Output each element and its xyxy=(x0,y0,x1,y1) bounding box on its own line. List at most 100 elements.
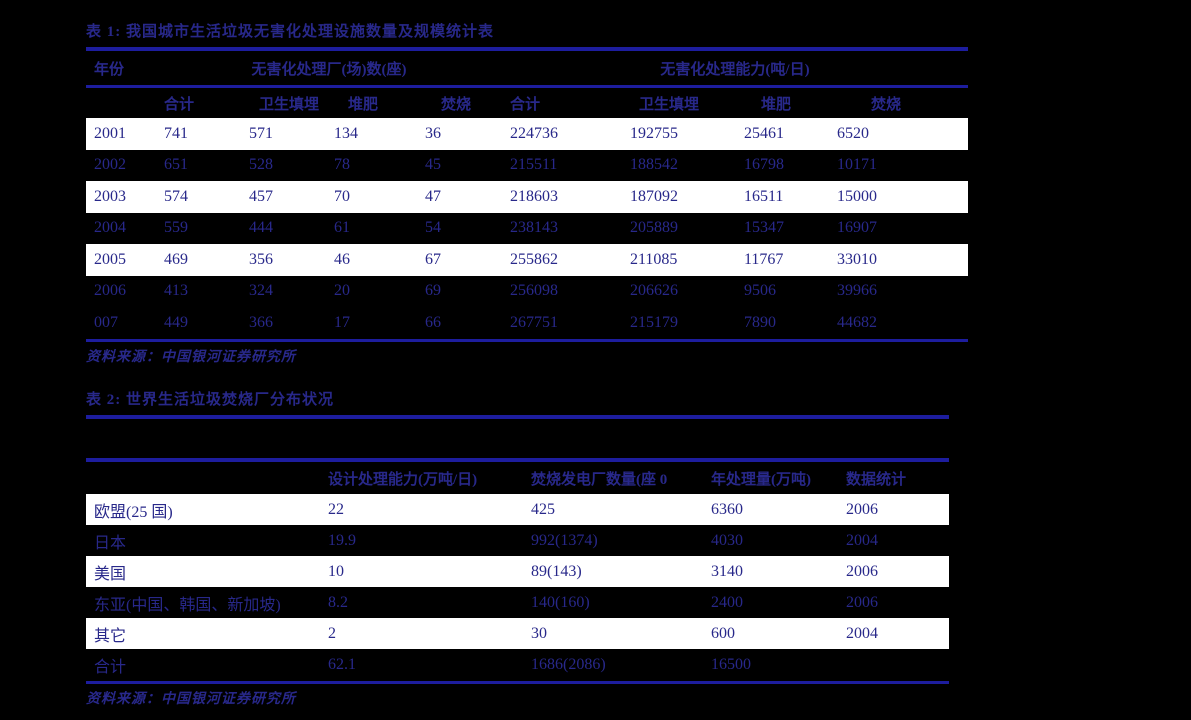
cell-total-count: 741 xyxy=(164,124,188,142)
cell-design-capacity: 10 xyxy=(328,562,344,580)
cell-compost-count: 134 xyxy=(334,124,358,142)
cell-compost-capacity: 25461 xyxy=(744,124,784,142)
cell-plant-count: 89(143) xyxy=(531,562,582,580)
cell-plant-count: 425 xyxy=(531,500,555,518)
cell-total-capacity: 238143 xyxy=(510,219,558,237)
cell-plant-count: 1686(2086) xyxy=(531,656,606,673)
cell-data-year: 2006 xyxy=(846,562,878,580)
cell-incineration-capacity: 10171 xyxy=(837,156,877,174)
cell-incineration-capacity: 16907 xyxy=(837,219,877,237)
cell-compost-count: 78 xyxy=(334,156,350,174)
cell-incineration-capacity: 44682 xyxy=(837,313,877,331)
column-header-plant-count: 焚烧发电厂数量(座 0 xyxy=(531,471,668,488)
cell-design-capacity: 62.1 xyxy=(328,656,356,673)
cell-total-capacity: 267751 xyxy=(510,313,558,331)
column-group-plant-count: 无害化处理厂(场)数(座) xyxy=(251,61,407,78)
table2-top-rule xyxy=(86,415,949,419)
cell-design-capacity: 22 xyxy=(328,500,344,518)
cell-year: 2003 xyxy=(94,187,126,205)
cell-landfill-capacity: 188542 xyxy=(630,156,678,174)
cell-region: 日本 xyxy=(94,534,127,552)
cell-total-count: 559 xyxy=(164,219,188,237)
table-row: 2003 574 457 70 47 218603 187092 16511 1… xyxy=(86,181,968,213)
cell-annual-volume: 6360 xyxy=(711,500,743,518)
cell-compost-count: 70 xyxy=(334,187,350,205)
cell-year: 2006 xyxy=(94,282,126,300)
cell-region: 其它 xyxy=(94,627,127,645)
cell-incineration-count: 66 xyxy=(425,313,441,331)
cell-region: 欧盟(25 国) xyxy=(94,503,173,521)
cell-total-capacity: 224736 xyxy=(510,124,558,142)
cell-compost-count: 46 xyxy=(334,250,350,268)
cell-compost-capacity: 16511 xyxy=(744,187,784,205)
cell-year: 2001 xyxy=(94,124,126,142)
table2-spacer xyxy=(86,419,949,455)
cell-annual-volume: 4030 xyxy=(711,531,743,549)
cell-year: 2005 xyxy=(94,250,126,268)
cell-total-count: 651 xyxy=(164,156,188,174)
cell-landfill-count: 324 xyxy=(249,282,273,300)
cell-region: 美国 xyxy=(94,565,127,583)
cell-data-year: 2006 xyxy=(846,500,878,518)
cell-incineration-count: 36 xyxy=(425,124,441,142)
cell-compost-capacity: 11767 xyxy=(744,250,784,268)
table1-header-rule xyxy=(86,85,968,88)
subheader-landfill-count: 卫生填埋 xyxy=(259,96,320,113)
table-row: 合计 62.1 1686(2086) 16500 xyxy=(86,649,949,681)
cell-landfill-capacity: 206626 xyxy=(630,282,678,300)
table-row: 2002 651 528 78 45 215511 188542 16798 1… xyxy=(86,150,968,182)
subheader-blank xyxy=(86,88,156,118)
cell-incineration-capacity: 15000 xyxy=(837,187,877,205)
cell-annual-volume: 16500 xyxy=(711,656,751,673)
cell-landfill-capacity: 211085 xyxy=(630,250,678,268)
column-group-capacity: 无害化处理能力(吨/日) xyxy=(660,61,810,78)
cell-annual-volume: 2400 xyxy=(711,593,743,611)
table1-title: 表 1: 我国城市生活垃圾无害化处理设施数量及规模统计表 xyxy=(86,24,494,40)
cell-incineration-capacity: 33010 xyxy=(837,250,877,268)
cell-landfill-capacity: 187092 xyxy=(630,187,678,205)
cell-design-capacity: 8.2 xyxy=(328,593,348,611)
cell-compost-capacity: 16798 xyxy=(744,156,784,174)
table2-title: 表 2: 世界生活垃圾焚烧厂分布状况 xyxy=(86,392,334,408)
cell-plant-count: 140(160) xyxy=(531,593,590,611)
cell-plant-count: 992(1374) xyxy=(531,531,598,549)
cell-landfill-capacity: 192755 xyxy=(630,124,678,142)
cell-incineration-capacity: 39966 xyxy=(837,282,877,300)
column-header-region-blank xyxy=(86,462,320,494)
cell-landfill-count: 366 xyxy=(249,313,273,331)
table-row: 日本 19.9 992(1374) 4030 2004 xyxy=(86,525,949,556)
cell-data-year: 2006 xyxy=(846,593,878,611)
cell-compost-count: 20 xyxy=(334,282,350,300)
table2-body: 欧盟(25 国) 22 425 6360 2006 日本 19.9 992(13… xyxy=(86,494,949,681)
cell-landfill-count: 528 xyxy=(249,156,273,174)
cell-landfill-capacity: 215179 xyxy=(630,313,678,331)
cell-total-count: 449 xyxy=(164,313,188,331)
subheader-total-count: 合计 xyxy=(164,96,195,113)
cell-compost-capacity: 7890 xyxy=(744,313,776,331)
cell-landfill-count: 457 xyxy=(249,187,273,205)
table-row: 007 449 366 17 66 267751 215179 7890 446… xyxy=(86,307,968,339)
cell-total-capacity: 256098 xyxy=(510,282,558,300)
column-header-annual-volume: 年处理量(万吨) xyxy=(711,471,811,488)
cell-compost-capacity: 9506 xyxy=(744,282,776,300)
table-row: 2001 741 571 134 36 224736 192755 25461 … xyxy=(86,118,968,150)
cell-year: 2002 xyxy=(94,156,126,174)
table-row: 其它 2 30 600 2004 xyxy=(86,618,949,649)
cell-annual-volume: 3140 xyxy=(711,562,743,580)
table1-bottom-rule xyxy=(86,338,968,342)
subheader-compost-count: 堆肥 xyxy=(348,96,379,113)
cell-total-count: 469 xyxy=(164,250,188,268)
cell-data-year: 2004 xyxy=(846,531,878,549)
cell-landfill-count: 356 xyxy=(249,250,273,268)
cell-total-capacity: 218603 xyxy=(510,187,558,205)
cell-year: 2004 xyxy=(94,219,126,237)
table2-header-top-rule xyxy=(86,458,949,462)
table2-source: 资料来源：中国银河证券研究所 xyxy=(86,692,296,707)
cell-data-year xyxy=(838,649,949,681)
table1-section: 表 1: 我国城市生活垃圾无害化处理设施数量及规模统计表 年份 无害化处理厂(场… xyxy=(86,20,968,367)
table1-header-row: 年份 无害化处理厂(场)数(座) 无害化处理能力(吨/日) xyxy=(86,51,968,85)
cell-compost-capacity: 15347 xyxy=(744,219,784,237)
cell-year: 007 xyxy=(94,313,118,331)
subheader-incineration-count: 焚烧 xyxy=(441,96,472,113)
subheader-total-capacity: 合计 xyxy=(510,96,541,113)
